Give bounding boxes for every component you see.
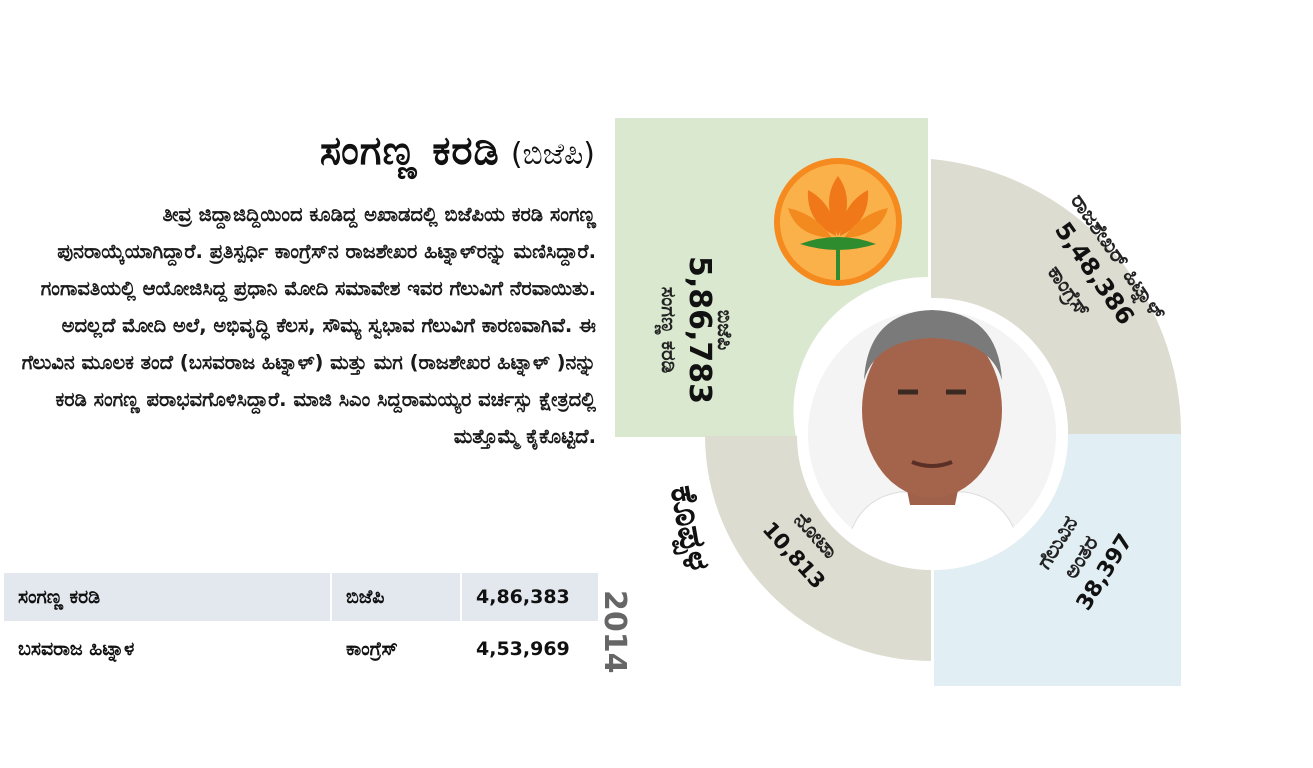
winner-votes-label: 5,86,783 [682,256,717,404]
candidate-photo [808,310,1056,558]
runner-up-segment [931,159,1182,434]
row-name: ಸಂಗಣ್ಣ ಕರಡಿ [18,586,101,608]
nota-segment [705,436,931,661]
row-votes: 4,86,383 [460,573,598,621]
margin-segment [934,434,1181,686]
winner-name-label: ಸಂಗಣ್ಣ ಕರಡಿ [654,287,681,374]
results-2014-table: ಸಂಗಣ್ಣ ಕರಡಿ ಬಿಜೆಪಿ 4,86,383 ಬಸವರಾಜ ಹಿಟ್ನ… [4,573,598,677]
headline: ಸಂಗಣ್ಣ ಕರಡಿ (ಬಿಜೆಪಿ) [230,128,595,174]
table-row: ಸಂಗಣ್ಣ ಕರಡಿ ಬಿಜೆಪಿ 4,86,383 [4,573,598,621]
article-body: ತೀವ್ರ ಜಿದ್ದಾಜಿದ್ದಿಯಿಂದ ಕೂಡಿದ್ದ ಅಖಾಡದಲ್ಲಿ… [21,203,596,448]
row-name: ಬಸವರಾಜ ಹಿಟ್ನಾಳ [18,638,135,660]
winner-party-label: ಬಿಜೆಪಿ [713,310,737,351]
row-party: ಕಾಂಗ್ರೆಸ್ [330,621,460,677]
candidate-name-title: ಸಂಗಣ್ಣ ಕರಡಿ [319,128,500,174]
bjp-lotus-logo [774,158,902,286]
constituency-label: ಕೊಪ್ಪಳ [662,482,717,574]
row-votes: 4,53,969 [460,621,598,677]
candidate-party-title: (ಬಿಜೆಪಿ) [510,137,595,172]
row-party: ಬಿಜೆಪಿ [330,573,460,621]
table-row: ಬಸವರಾಜ ಹಿಟ್ನಾಳ ಕಾಂಗ್ರೆಸ್ 4,53,969 [4,621,598,677]
